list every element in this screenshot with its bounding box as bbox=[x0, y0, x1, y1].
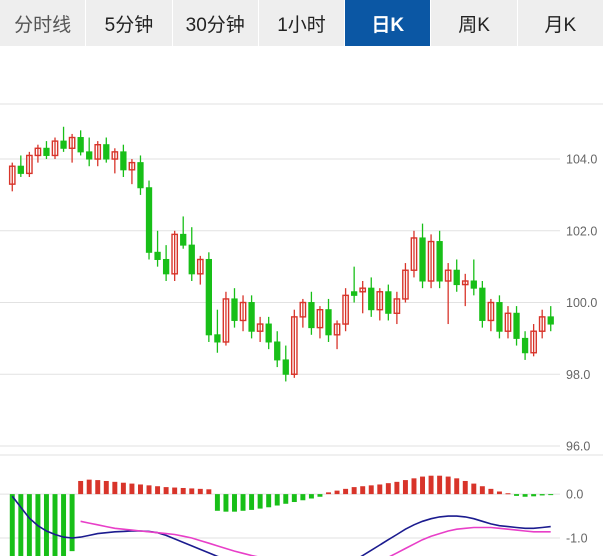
macd-axis-labels: 0.0-1.0-2.0 bbox=[566, 488, 588, 546]
price-tick-label: 98.0 bbox=[566, 368, 590, 382]
price-panel-gridlines bbox=[0, 103, 603, 447]
price-tick-label: 100.0 bbox=[566, 296, 597, 310]
tab-3[interactable]: 1小时 bbox=[258, 0, 346, 46]
macd-gridlines bbox=[0, 493, 560, 539]
tab-6[interactable]: 月K bbox=[517, 0, 603, 46]
macd-tick-label: -1.0 bbox=[566, 531, 588, 545]
macd-histogram bbox=[9, 475, 554, 556]
price-tick-label: 104.0 bbox=[566, 153, 597, 167]
tab-2[interactable]: 30分钟 bbox=[172, 0, 259, 46]
timeframe-tab-bar[interactable]: 分时线 5分钟 30分钟 1小时 日K 周K 月K bbox=[0, 0, 603, 46]
candlestick-series bbox=[8, 126, 554, 382]
macd-dea-line bbox=[80, 520, 551, 556]
macd-tick-label: 0.0 bbox=[566, 488, 583, 502]
tab-4[interactable]: 日K bbox=[345, 0, 432, 46]
macd-dif-line bbox=[11, 495, 551, 556]
tab-5[interactable]: 周K bbox=[431, 0, 518, 46]
price-tick-label: 96.0 bbox=[566, 440, 590, 454]
price-tick-label: 102.0 bbox=[566, 224, 597, 238]
price-axis-labels: 104.0 102.0 100.0 98.0 96.0 bbox=[566, 153, 597, 454]
tab-1[interactable]: 5分钟 bbox=[86, 0, 173, 46]
tab-0[interactable]: 分时线 bbox=[0, 0, 87, 46]
